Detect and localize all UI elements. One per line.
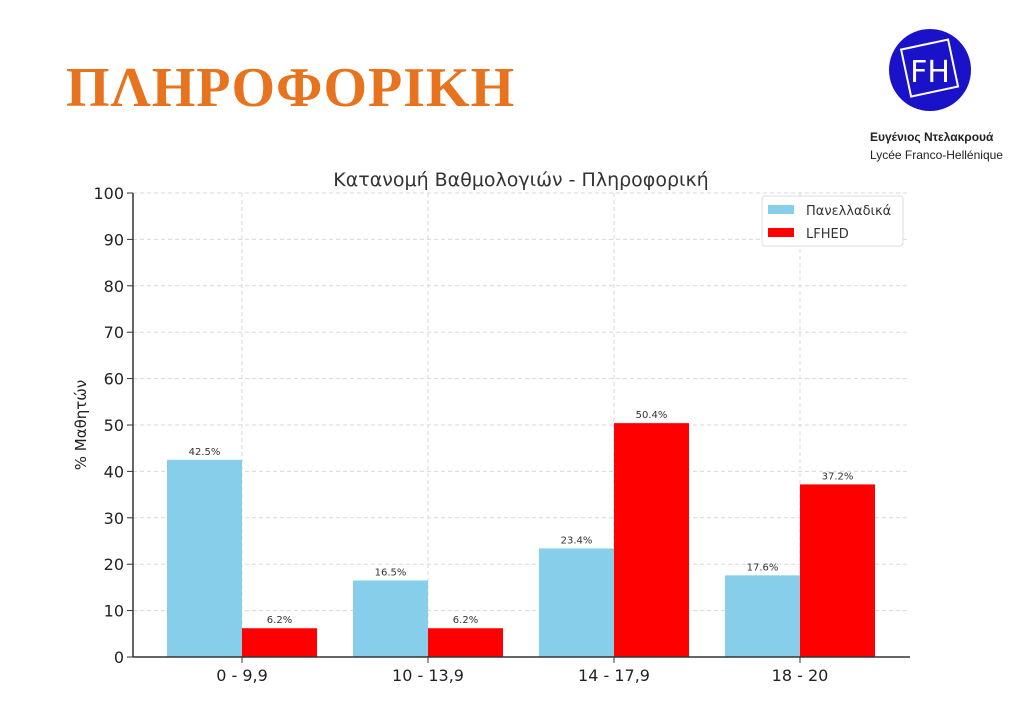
data-label: 23.4% [561, 535, 593, 546]
y-tick-label: 70 [104, 323, 124, 342]
y-tick-label: 20 [104, 555, 124, 574]
legend-swatch-lfhed [768, 228, 794, 237]
y-tick-label: 50 [104, 416, 124, 435]
chart-title: Κατανομή Βαθμολογιών - Πληροφορική [333, 169, 708, 191]
x-tick-label: 10 - 13,9 [392, 666, 464, 685]
x-tick-label: 14 - 17,9 [578, 666, 650, 685]
school-logo: FH [889, 29, 971, 111]
bar-lfhed [242, 628, 317, 657]
data-label: 50.4% [636, 410, 668, 421]
data-label: 17.6% [747, 562, 779, 573]
slide-title: ΠΛΗΡΟΦΟΡΙΚΗ [66, 57, 516, 119]
y-tick-label: 60 [104, 370, 124, 389]
y-tick-label: 10 [104, 602, 124, 621]
legend: Πανελλαδικά LFHED [761, 195, 904, 247]
data-label: 6.2% [453, 615, 478, 626]
data-label: 37.2% [822, 471, 854, 482]
y-tick-label: 80 [104, 277, 124, 296]
svg-text:FH: FH [910, 55, 950, 90]
y-tick-label: 30 [104, 509, 124, 528]
legend-swatch-panelladika [768, 205, 794, 214]
bar-panelladika [539, 548, 614, 657]
bar-lfhed [614, 423, 689, 657]
data-label: 16.5% [375, 567, 407, 578]
x-tick-label: 18 - 20 [772, 666, 829, 685]
bar-panelladika [353, 580, 428, 657]
y-axis-label: % Μαθητών [72, 380, 90, 471]
data-label: 42.5% [189, 447, 221, 458]
legend-label: Πανελλαδικά [806, 204, 891, 219]
y-tick-label: 40 [104, 462, 124, 481]
bar-panelladika [167, 459, 242, 657]
y-tick-label: 0 [114, 648, 124, 667]
data-label: 6.2% [267, 615, 292, 626]
school-subtitle: Lycée Franco-Hellénique [870, 148, 1003, 162]
bar-lfhed [428, 628, 503, 657]
bar-panelladika [725, 575, 800, 657]
y-tick-label: 90 [104, 230, 124, 249]
x-tick-label: 0 - 9,9 [216, 666, 268, 685]
y-tick-label: 100 [93, 184, 124, 203]
school-name: Ευγένιος Ντελακρουά [870, 130, 994, 144]
bar-lfhed [800, 484, 875, 657]
legend-label: LFHED [806, 227, 849, 242]
